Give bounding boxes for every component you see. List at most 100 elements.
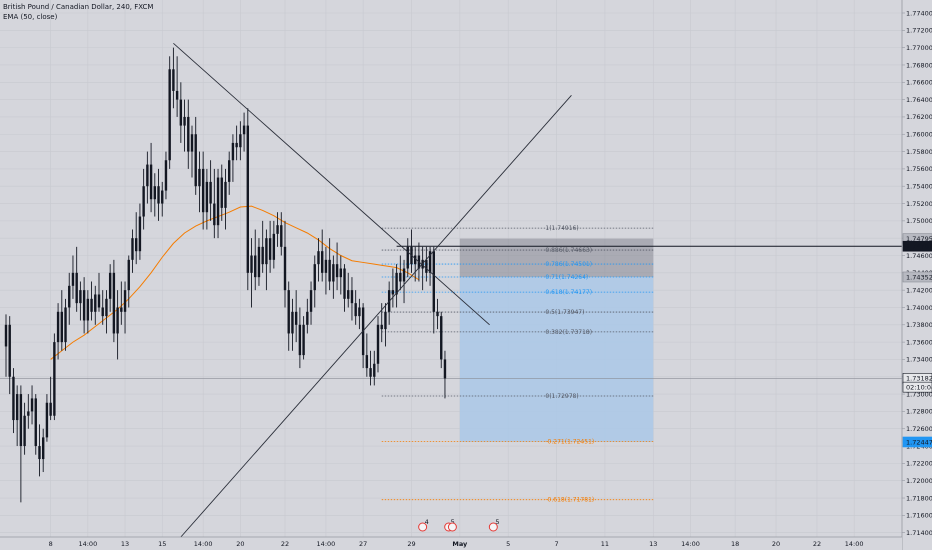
candle-body[interactable] bbox=[27, 411, 30, 416]
candle-body[interactable] bbox=[45, 402, 49, 438]
candle-body[interactable] bbox=[287, 290, 290, 334]
candle-body[interactable] bbox=[257, 246, 261, 278]
candle-body[interactable] bbox=[42, 437, 45, 460]
candle-body[interactable] bbox=[443, 359, 447, 379]
candle-body[interactable] bbox=[60, 311, 63, 343]
candle-body[interactable] bbox=[317, 251, 320, 265]
candle-body[interactable] bbox=[231, 142, 235, 161]
event-marker-icon[interactable] bbox=[418, 522, 428, 532]
candle-body[interactable] bbox=[213, 203, 216, 226]
candle-body[interactable] bbox=[224, 181, 227, 208]
target-zone[interactable] bbox=[459, 276, 654, 442]
candle-body[interactable] bbox=[365, 355, 369, 369]
candle-body[interactable] bbox=[276, 225, 279, 234]
candle-body[interactable] bbox=[94, 294, 97, 312]
candle-body[interactable] bbox=[216, 177, 220, 226]
candle-body[interactable] bbox=[131, 238, 134, 260]
candle-body[interactable] bbox=[313, 264, 316, 291]
candle-body[interactable] bbox=[19, 394, 23, 447]
candle-body[interactable] bbox=[425, 259, 428, 273]
candle-body[interactable] bbox=[239, 134, 242, 148]
candle-body[interactable] bbox=[38, 446, 41, 460]
candle-body[interactable] bbox=[175, 90, 179, 100]
candle-body[interactable] bbox=[265, 238, 268, 265]
candle-body[interactable] bbox=[116, 307, 119, 334]
price-tag[interactable] bbox=[902, 436, 932, 448]
candle-body[interactable] bbox=[298, 324, 302, 356]
candle-body[interactable] bbox=[164, 160, 168, 191]
candle-body[interactable] bbox=[79, 290, 82, 304]
candle-body[interactable] bbox=[306, 311, 309, 325]
candle-body[interactable] bbox=[75, 272, 78, 304]
candle-body[interactable] bbox=[138, 216, 142, 252]
candle-body[interactable] bbox=[228, 160, 231, 182]
candle-body[interactable] bbox=[428, 251, 432, 273]
candle-body[interactable] bbox=[161, 190, 164, 204]
candle-body[interactable] bbox=[280, 225, 283, 247]
candle-body[interactable] bbox=[291, 311, 294, 334]
candle-body[interactable] bbox=[120, 307, 123, 312]
candle-body[interactable] bbox=[127, 259, 130, 291]
candle-body[interactable] bbox=[49, 402, 52, 416]
candle-body[interactable] bbox=[369, 368, 372, 377]
candle-body[interactable] bbox=[71, 272, 75, 286]
candle-body[interactable] bbox=[250, 255, 253, 273]
candle-body[interactable] bbox=[15, 394, 19, 421]
candle-body[interactable] bbox=[261, 246, 264, 265]
candle-body[interactable] bbox=[414, 255, 417, 265]
candle-body[interactable] bbox=[321, 251, 324, 273]
indicator-label[interactable]: EMA (50, close) bbox=[3, 13, 58, 21]
candle-body[interactable] bbox=[324, 259, 328, 273]
candle-body[interactable] bbox=[194, 134, 197, 187]
symbol-title[interactable]: British Pound / Canadian Dollar, 240, FX… bbox=[3, 3, 154, 11]
candle-body[interactable] bbox=[190, 134, 194, 152]
candle-body[interactable] bbox=[201, 168, 205, 213]
candle-body[interactable] bbox=[432, 251, 435, 312]
candle-body[interactable] bbox=[283, 246, 287, 291]
candle-body[interactable] bbox=[56, 311, 60, 343]
candle-body[interactable] bbox=[64, 307, 67, 343]
candle-body[interactable] bbox=[294, 311, 298, 325]
candle-body[interactable] bbox=[112, 272, 116, 334]
candle-body[interactable] bbox=[90, 298, 93, 312]
price-tag[interactable] bbox=[902, 240, 932, 252]
candle-body[interactable] bbox=[8, 324, 11, 377]
candle-body[interactable] bbox=[309, 290, 313, 312]
candle-body[interactable] bbox=[399, 272, 402, 282]
event-marker-icon[interactable] bbox=[488, 522, 498, 532]
candle-body[interactable] bbox=[272, 233, 276, 260]
candle-body[interactable] bbox=[339, 268, 342, 278]
event-marker-icon[interactable] bbox=[447, 522, 457, 532]
candle-body[interactable] bbox=[86, 298, 90, 321]
candle-body[interactable] bbox=[82, 290, 86, 321]
candle-body[interactable] bbox=[209, 181, 212, 204]
candle-body[interactable] bbox=[406, 246, 409, 269]
candle-body[interactable] bbox=[343, 268, 346, 299]
candle-body[interactable] bbox=[268, 238, 272, 260]
candle-body[interactable] bbox=[108, 272, 112, 299]
candle-body[interactable] bbox=[235, 142, 238, 148]
candle-body[interactable] bbox=[146, 164, 149, 187]
candle-body[interactable] bbox=[440, 316, 443, 360]
candle-body[interactable] bbox=[332, 264, 335, 282]
candle-body[interactable] bbox=[183, 116, 186, 126]
candle-body[interactable] bbox=[328, 259, 331, 282]
candle-body[interactable] bbox=[302, 324, 305, 356]
candle-body[interactable] bbox=[135, 238, 138, 252]
candle-body[interactable] bbox=[23, 415, 26, 447]
candle-body[interactable] bbox=[376, 324, 380, 364]
candle-body[interactable] bbox=[12, 376, 15, 421]
candle-body[interactable] bbox=[436, 311, 439, 317]
candle-body[interactable] bbox=[347, 290, 350, 299]
ema-line[interactable] bbox=[50, 205, 420, 360]
candle-body[interactable] bbox=[198, 168, 201, 187]
candle-body[interactable] bbox=[187, 116, 190, 152]
candle-body[interactable] bbox=[354, 303, 357, 317]
candle-body[interactable] bbox=[254, 255, 257, 278]
candle-body[interactable] bbox=[205, 181, 209, 213]
price-tag[interactable] bbox=[902, 271, 932, 283]
candle-body[interactable] bbox=[179, 99, 183, 126]
candle-body[interactable] bbox=[395, 272, 398, 295]
candle-body[interactable] bbox=[142, 186, 145, 217]
candle-body[interactable] bbox=[335, 264, 339, 278]
